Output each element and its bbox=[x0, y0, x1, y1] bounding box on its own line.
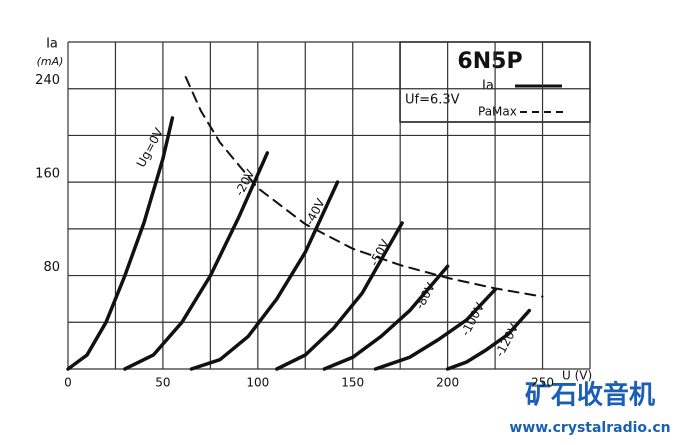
curve-label: -120V bbox=[492, 321, 521, 360]
x-tick-label: 250 bbox=[531, 376, 554, 390]
y-tick-label: 240 bbox=[35, 73, 60, 88]
curve-label: -100V bbox=[458, 300, 487, 339]
x-tick-label: 0 bbox=[64, 376, 72, 390]
plate-curve bbox=[66, 116, 175, 371]
y-axis-unit: (mA) bbox=[37, 55, 64, 68]
legend-label: Ia bbox=[482, 79, 494, 94]
legend-label: PaMax bbox=[478, 105, 517, 119]
plate-curve bbox=[373, 287, 497, 371]
plate-curve bbox=[275, 221, 404, 371]
x-tick-label: 50 bbox=[155, 376, 170, 390]
plate-curve bbox=[123, 151, 270, 371]
y-tick-label: 80 bbox=[43, 260, 60, 275]
plate-curve bbox=[322, 264, 450, 371]
watermark-url: www.crystalradio.cn bbox=[509, 420, 670, 436]
plate-curve bbox=[445, 308, 532, 371]
curve-label: -80V bbox=[412, 280, 438, 312]
y-axis-label: Ia bbox=[46, 37, 58, 52]
curve-label: -50V bbox=[367, 237, 393, 269]
x-tick-label: 200 bbox=[436, 376, 459, 390]
x-axis-label: U (V) bbox=[562, 369, 592, 383]
chart-title: 6N5P bbox=[457, 49, 522, 74]
subtitle: Uf=6.3V bbox=[405, 93, 460, 108]
y-tick-label: 160 bbox=[35, 167, 60, 182]
x-tick-label: 150 bbox=[341, 376, 364, 390]
pamax-curve bbox=[184, 76, 544, 298]
watermark-title: 矿石收音机 bbox=[525, 380, 655, 411]
plate-curve bbox=[189, 180, 340, 371]
x-tick-label: 100 bbox=[246, 376, 269, 390]
